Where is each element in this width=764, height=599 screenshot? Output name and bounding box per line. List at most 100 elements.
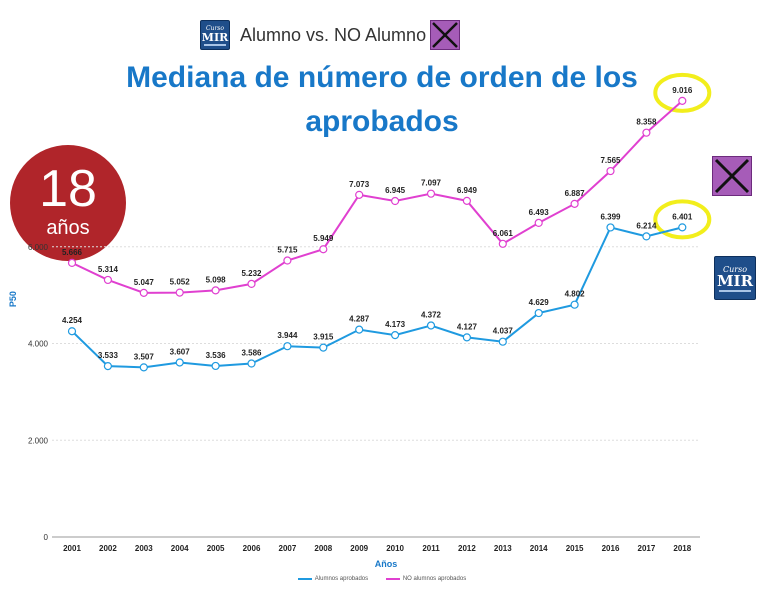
data-label: 5.314: [98, 265, 119, 274]
data-point: [570, 199, 579, 208]
data-point: [67, 258, 77, 268]
side-logo-underline: [719, 289, 751, 292]
data-label: 5.052: [170, 278, 191, 287]
x-tick-label: 2002: [99, 544, 117, 553]
y-tick-label: 6.000: [28, 243, 49, 252]
curso-mir-side-logo: Curso MIR: [714, 256, 756, 300]
title-line-2: aprobados: [305, 105, 459, 138]
x-tick-label: 2011: [422, 544, 440, 553]
y-axis-label: P50: [8, 291, 18, 307]
data-point: [319, 245, 328, 254]
logo-line1: Curso: [205, 24, 224, 32]
x-tick-label: 2014: [530, 544, 548, 553]
data-point: [606, 223, 615, 232]
x-tick-label: 2017: [638, 544, 656, 553]
data-label: 5.715: [277, 246, 298, 255]
data-point: [211, 361, 220, 371]
data-label: 4.173: [385, 320, 406, 329]
x-tick-label: 2007: [279, 544, 297, 553]
data-label: 8.358: [636, 118, 657, 127]
data-label: 5.098: [206, 275, 227, 284]
data-label: 9.016: [672, 86, 693, 95]
highlight-circle: [653, 72, 712, 113]
highlight-circle: [653, 199, 712, 240]
title-line-1: Mediana de número de orden de los: [126, 61, 638, 94]
x-axis-label: Años: [375, 559, 398, 569]
data-point: [606, 166, 615, 176]
data-label: 3.536: [206, 351, 227, 360]
data-label: 4.802: [565, 290, 586, 299]
age-number: 18: [39, 160, 97, 218]
data-label: 7.073: [349, 180, 370, 189]
data-point: [642, 128, 651, 137]
legend-item-no-alumnos: NO alumnos aprobados: [385, 576, 467, 582]
x-tick-label: 2016: [602, 544, 620, 553]
curso-mir-logo: Curso MIR: [200, 20, 230, 50]
data-label: 4.287: [349, 315, 370, 324]
data-point: [283, 256, 292, 265]
header-text: Alumno vs. NO Alumno: [240, 24, 427, 45]
data-point: [642, 232, 651, 241]
x-tick-label: 2003: [135, 544, 153, 553]
y-tick-label: 4.000: [28, 340, 49, 349]
logo-line2: MIR: [201, 30, 229, 44]
x-tick-label: 2015: [566, 544, 584, 553]
data-point: [570, 300, 579, 309]
data-point: [355, 325, 364, 334]
data-label: 4.037: [493, 327, 514, 336]
data-point: [426, 321, 436, 330]
data-point: [175, 358, 184, 367]
legend-swatch: [385, 578, 400, 580]
legend: Alumnos aprobados NO alumnos aprobados: [0, 576, 764, 582]
legend-item-alumnos: Alumnos aprobados: [297, 576, 368, 582]
data-label: 7.097: [421, 179, 442, 188]
data-label: 6.061: [493, 229, 514, 238]
legend-swatch: [297, 578, 312, 580]
x-tick-label: 2018: [673, 544, 691, 553]
data-label: 3.607: [170, 348, 191, 357]
age-badge: 18 años: [10, 145, 126, 261]
data-label: 5.232: [241, 269, 262, 278]
data-label: 5.949: [313, 234, 334, 243]
data-label: 3.586: [241, 349, 262, 358]
age-unit: años: [46, 217, 90, 239]
logo-underline: [203, 43, 227, 46]
header: Curso MIR Alumno vs. NO Alumno: [200, 18, 461, 52]
x-tick-label: 2013: [494, 544, 512, 553]
data-point: [355, 190, 364, 199]
series-line-1: [71, 226, 683, 369]
x-tick-label: 2005: [207, 544, 225, 553]
data-label: 3.533: [98, 351, 119, 360]
data-point: [247, 279, 256, 289]
x-tick-label: 2006: [243, 544, 261, 553]
data-point: [139, 363, 148, 372]
crossed-logo-side-icon: [712, 156, 752, 196]
series-line-2: [71, 100, 683, 294]
x-tick-label: 2001: [63, 544, 81, 553]
data-label: 6.949: [457, 186, 478, 195]
data-point: [103, 361, 113, 371]
data-point: [175, 288, 184, 297]
legend-label: NO alumnos aprobados: [402, 576, 467, 582]
data-point: [498, 239, 507, 248]
data-point: [283, 342, 292, 351]
data-point: [534, 218, 543, 228]
data-label: 7.565: [600, 156, 621, 165]
y-tick-label: 0: [44, 533, 49, 542]
data-point: [391, 196, 400, 206]
x-tick-label: 2004: [171, 544, 189, 553]
data-label: 3.507: [134, 352, 155, 361]
data-label: 3.944: [277, 331, 298, 340]
data-point: [462, 196, 471, 205]
data-label: 3.915: [313, 333, 334, 342]
data-label: 5.047: [134, 278, 155, 287]
data-point: [534, 308, 543, 318]
x-tick-label: 2008: [314, 544, 332, 553]
data-label: 5.666: [62, 248, 83, 257]
data-point: [498, 337, 507, 346]
data-point: [247, 359, 256, 368]
data-label: 4.127: [457, 322, 478, 331]
data-point: [678, 96, 687, 105]
data-point: [103, 275, 113, 285]
